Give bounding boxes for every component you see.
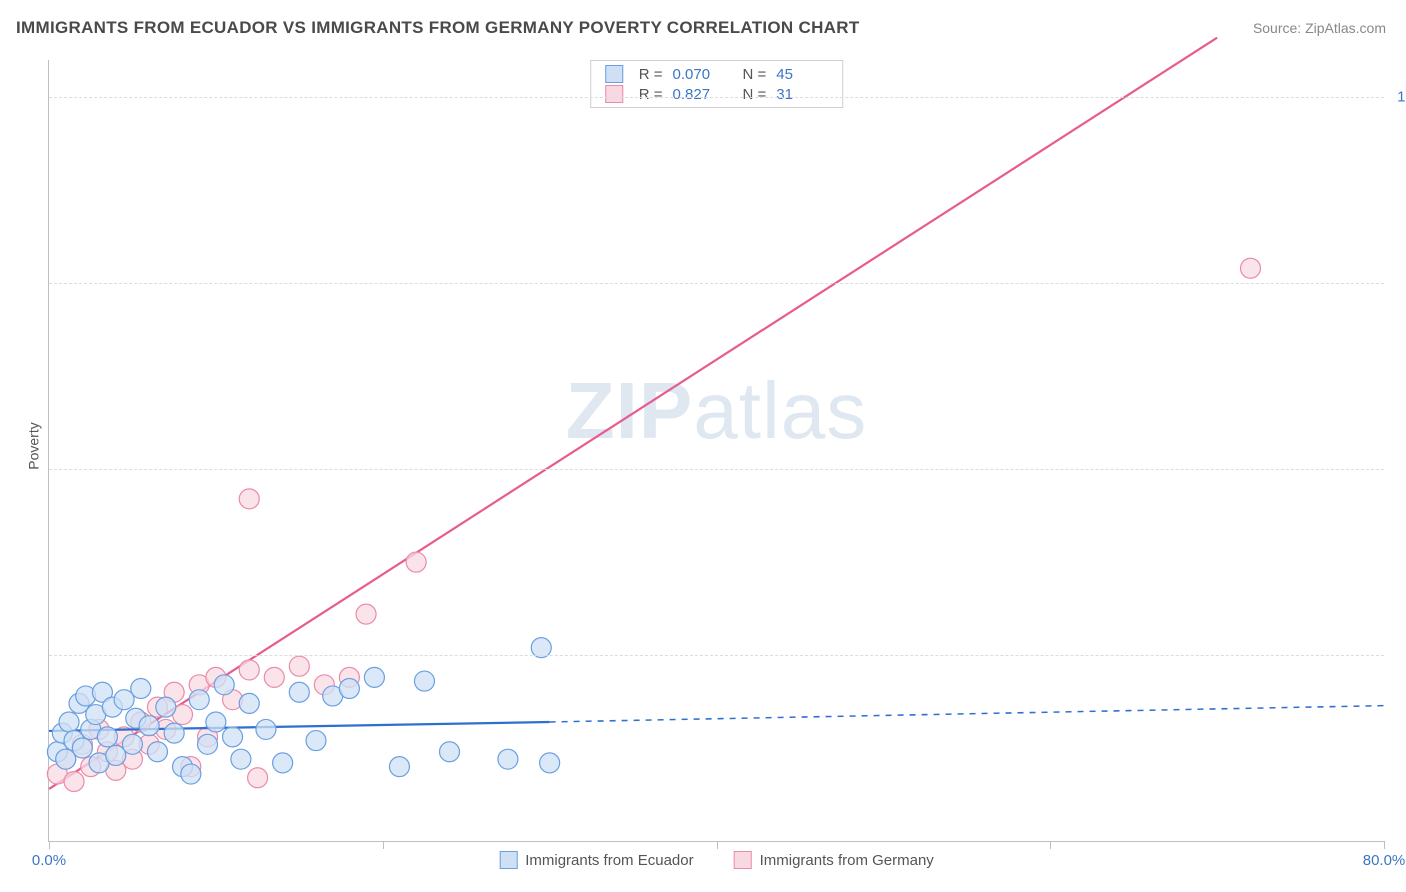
legend-n-label: N =	[743, 66, 767, 83]
data-point-ecuador	[214, 675, 234, 695]
x-tick-label: 0.0%	[32, 852, 66, 869]
bottom-legend: Immigrants from Ecuador Immigrants from …	[499, 851, 934, 869]
legend-r-label: R =	[639, 66, 663, 83]
bottom-legend-ecuador: Immigrants from Ecuador	[499, 851, 693, 869]
gridline-h	[49, 97, 1384, 98]
data-point-germany	[64, 771, 84, 791]
trend-line-dash-ecuador	[550, 706, 1384, 722]
legend-n-label: N =	[743, 86, 767, 103]
chart-svg	[49, 60, 1384, 841]
y-axis-label: Poverty	[26, 422, 42, 469]
x-tick	[717, 841, 718, 849]
legend-r-value-germany: 0.827	[673, 86, 725, 103]
x-tick	[1384, 841, 1385, 849]
data-point-germany	[1241, 258, 1261, 278]
data-point-ecuador	[540, 753, 560, 773]
data-point-ecuador	[414, 671, 434, 691]
data-point-ecuador	[189, 690, 209, 710]
source-name: ZipAtlas.com	[1305, 20, 1386, 36]
data-point-ecuador	[147, 742, 167, 762]
data-point-ecuador	[440, 742, 460, 762]
data-point-ecuador	[122, 734, 142, 754]
data-point-germany	[239, 489, 259, 509]
bottom-label-ecuador: Immigrants from Ecuador	[525, 852, 693, 869]
data-point-germany	[239, 660, 259, 680]
bottom-legend-germany: Immigrants from Germany	[734, 851, 934, 869]
data-point-ecuador	[59, 712, 79, 732]
data-point-ecuador	[131, 679, 151, 699]
data-point-ecuador	[306, 731, 326, 751]
data-point-germany	[289, 656, 309, 676]
data-point-ecuador	[156, 697, 176, 717]
gridline-h	[49, 469, 1384, 470]
gridline-h	[49, 283, 1384, 284]
legend-box: R = 0.070 N = 45 R = 0.827 N = 31	[590, 60, 844, 108]
source-attribution: Source: ZipAtlas.com	[1253, 20, 1386, 36]
x-tick	[49, 841, 50, 849]
data-point-ecuador	[273, 753, 293, 773]
data-point-ecuador	[239, 693, 259, 713]
legend-swatch-germany	[605, 85, 623, 103]
data-point-ecuador	[164, 723, 184, 743]
chart-title: IMMIGRANTS FROM ECUADOR VS IMMIGRANTS FR…	[16, 18, 860, 38]
legend-n-value-ecuador: 45	[776, 66, 828, 83]
legend-row-ecuador: R = 0.070 N = 45	[605, 64, 829, 84]
data-point-ecuador	[364, 667, 384, 687]
data-point-germany	[248, 768, 268, 788]
data-point-ecuador	[498, 749, 518, 769]
data-point-ecuador	[289, 682, 309, 702]
gridline-h	[49, 655, 1384, 656]
x-tick-label: 80.0%	[1363, 852, 1406, 869]
bottom-label-germany: Immigrants from Germany	[760, 852, 934, 869]
bottom-swatch-ecuador	[499, 851, 517, 869]
bottom-swatch-germany	[734, 851, 752, 869]
legend-r-value-ecuador: 0.070	[673, 66, 725, 83]
legend-r-label: R =	[639, 86, 663, 103]
data-point-ecuador	[256, 719, 276, 739]
chart-plot-area: ZIPatlas R = 0.070 N = 45 R = 0.827 N = …	[48, 60, 1384, 842]
data-point-germany	[406, 552, 426, 572]
data-point-germany	[264, 667, 284, 687]
data-point-ecuador	[231, 749, 251, 769]
data-point-ecuador	[97, 727, 117, 747]
data-point-ecuador	[198, 734, 218, 754]
y-tick-label: 100.0%	[1397, 89, 1406, 106]
data-point-germany	[356, 604, 376, 624]
legend-row-germany: R = 0.827 N = 31	[605, 84, 829, 104]
source-prefix: Source:	[1253, 20, 1305, 36]
data-point-ecuador	[206, 712, 226, 732]
x-tick	[1050, 841, 1051, 849]
data-point-ecuador	[389, 757, 409, 777]
data-point-ecuador	[223, 727, 243, 747]
legend-swatch-ecuador	[605, 65, 623, 83]
data-point-ecuador	[339, 679, 359, 699]
data-point-ecuador	[181, 764, 201, 784]
data-point-ecuador	[72, 738, 92, 758]
legend-n-value-germany: 31	[776, 86, 828, 103]
x-tick	[383, 841, 384, 849]
data-point-ecuador	[139, 716, 159, 736]
